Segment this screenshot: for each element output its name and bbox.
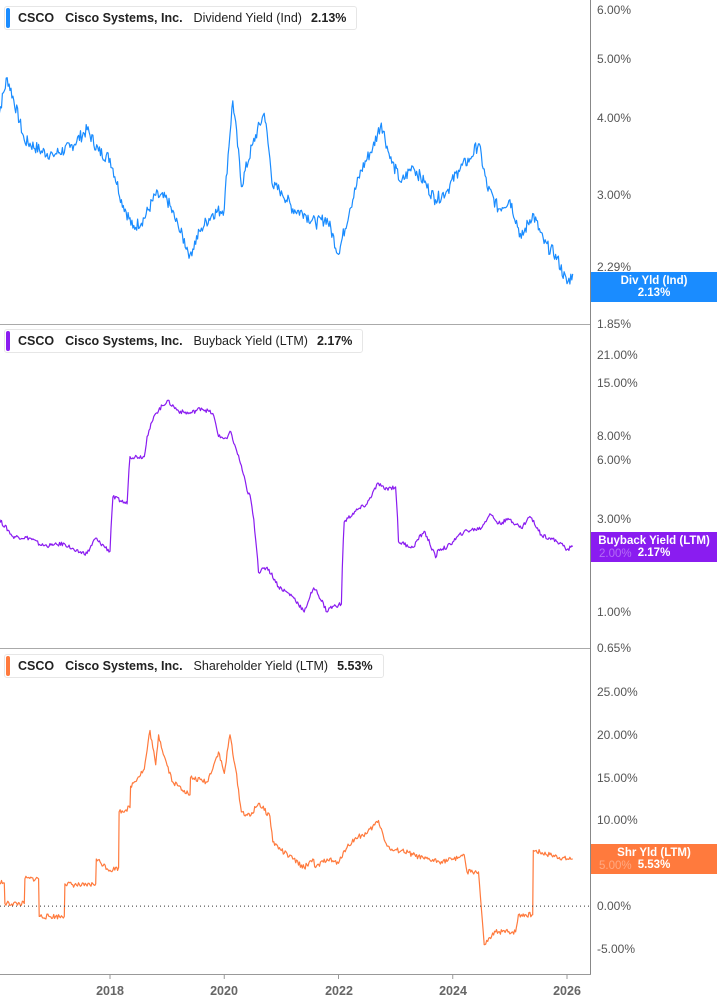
x-tick-label: 2026 — [553, 984, 581, 998]
flag-ghost-tick: 2.00% — [599, 548, 632, 560]
legend-company: Cisco Systems, Inc. — [65, 11, 183, 25]
series-color-swatch — [6, 331, 10, 351]
y-tick-label: 3.00% — [597, 512, 632, 526]
series-color-swatch — [6, 8, 10, 28]
legend-buyback-yield: CSCO Cisco Systems, Inc. Buyback Yield (… — [4, 329, 364, 353]
current-value-flag-buyback: 2.00% Buyback Yield (LTM) 2.17% — [591, 532, 717, 562]
y-tick-label: 20.00% — [597, 728, 638, 742]
tick-marks — [109, 975, 568, 979]
y-tick-label: 0.65% — [597, 641, 632, 655]
legend-ticker: CSCO — [18, 334, 55, 348]
y-tick-label: 6.00% — [597, 3, 632, 17]
series-layer — [0, 77, 590, 946]
y-tick-label: 21.00% — [597, 348, 638, 362]
flag-label: Shr Yld (LTM) — [617, 847, 691, 859]
legend-value: 2.17% — [316, 334, 353, 348]
x-tick-label: 2022 — [325, 984, 353, 998]
legend-dividend-yield: CSCO Cisco Systems, Inc. Dividend Yield … — [4, 6, 358, 30]
y-tick-label: 15.00% — [597, 771, 638, 785]
series-color-swatch — [6, 656, 10, 676]
current-value-flag-dividend: Div Yld (Ind) 2.13% — [591, 272, 717, 302]
flag-ghost-tick: 5.00% — [599, 860, 632, 872]
series-line — [0, 399, 574, 613]
y-tick-label: 8.00% — [597, 429, 632, 443]
legend-shareholder-yield: CSCO Cisco Systems, Inc. Shareholder Yie… — [4, 654, 384, 678]
y-tick-label: 1.85% — [597, 317, 632, 331]
legend-metric: Buyback Yield (LTM) — [193, 334, 308, 348]
legend-metric: Dividend Yield (Ind) — [193, 11, 302, 25]
legend-ticker: CSCO — [18, 659, 55, 673]
legend-ticker: CSCO — [18, 11, 55, 25]
y-tick-label: 25.00% — [597, 685, 638, 699]
y-tick-label: 6.00% — [597, 453, 632, 467]
y-tick-label: 10.00% — [597, 813, 638, 827]
legend-metric: Shareholder Yield (LTM) — [193, 659, 329, 673]
y-tick-label: 2.29% — [597, 260, 632, 274]
x-tick-label: 2024 — [439, 984, 467, 998]
flag-label: Div Yld (Ind) — [620, 275, 688, 287]
y-tick-label: -5.00% — [597, 942, 636, 956]
legend-value: 5.53% — [337, 659, 373, 673]
flag-label: Buyback Yield (LTM) — [598, 535, 710, 547]
y-tick-label: 3.00% — [597, 188, 632, 202]
x-tick-label: 2018 — [96, 984, 124, 998]
flag-value: 5.53% — [637, 859, 671, 871]
y-tick-label: 5.00% — [597, 52, 632, 66]
y-tick-label: 0.00% — [597, 899, 632, 913]
legend-company: Cisco Systems, Inc. — [65, 659, 183, 673]
current-value-flag-shareholder: 5.00% Shr Yld (LTM) 5.53% — [591, 844, 717, 874]
y-tick-label: 4.00% — [597, 111, 632, 125]
flag-value: 2.17% — [637, 547, 671, 559]
y-tick-label: 15.00% — [597, 376, 638, 390]
y-tick-label: 1.00% — [597, 605, 632, 619]
legend-value: 2.13% — [310, 11, 347, 25]
legend-company: Cisco Systems, Inc. — [65, 334, 183, 348]
x-tick-label: 2020 — [210, 984, 238, 998]
series-line — [0, 77, 574, 285]
flag-value: 2.13% — [637, 287, 671, 299]
series-line — [0, 729, 573, 946]
